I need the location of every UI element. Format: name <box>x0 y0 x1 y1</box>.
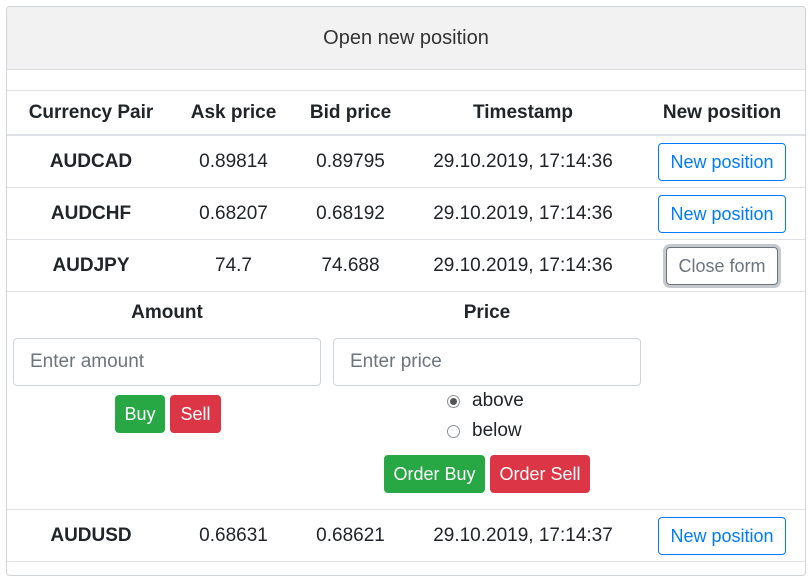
column-header-new-position: New position <box>662 101 782 123</box>
table-header-row: Currency Pair Ask price Bid price Timest… <box>7 91 805 136</box>
column-header-timestamp: Timestamp <box>473 101 573 123</box>
card-header: Open new position <box>7 7 805 70</box>
amount-label: Amount <box>131 302 203 323</box>
action-cell: New position <box>637 188 805 239</box>
close-form-button[interactable]: Close form <box>666 246 778 285</box>
new-position-button[interactable]: New position <box>658 142 786 181</box>
ask-price: 0.89814 <box>199 150 268 172</box>
column-header-ask-price: Ask price <box>190 101 277 123</box>
order-buy-button[interactable]: Order Buy <box>384 455 485 493</box>
currency-pair: AUDCAD <box>49 150 133 172</box>
ask-price: 0.68631 <box>199 524 268 546</box>
bid-price: 0.68621 <box>316 524 385 546</box>
new-position-form: Amount Price Enter amount Enter price Bu… <box>7 292 805 510</box>
buy-button[interactable]: Buy <box>115 395 165 433</box>
radio-above-button[interactable] <box>447 394 460 408</box>
radio-above-option[interactable]: above <box>447 390 524 412</box>
price-input[interactable]: Enter price <box>333 338 641 386</box>
table-row: AUDJPY 74.7 74.688 29.10.2019, 17:14:36 … <box>7 240 805 292</box>
column-header-currency-pair: Currency Pair <box>28 101 154 123</box>
bid-price: 0.89795 <box>316 150 385 172</box>
table-spacer <box>7 70 805 91</box>
table-row: AUDCAD 0.89814 0.89795 29.10.2019, 17:14… <box>7 136 805 188</box>
price-label: Price <box>463 302 511 323</box>
sell-button[interactable]: Sell <box>170 395 221 433</box>
timestamp: 29.10.2019, 17:14:36 <box>433 202 613 224</box>
currency-pair: AUDCHF <box>50 202 132 224</box>
radio-below-button[interactable] <box>447 424 460 438</box>
currency-pair: AUDUSD <box>50 524 132 546</box>
ask-price: 74.7 <box>215 254 252 276</box>
price-placeholder: Enter price <box>350 351 442 372</box>
action-cell: New position <box>637 136 805 187</box>
new-position-button[interactable]: New position <box>658 516 786 555</box>
radio-above-label: above <box>472 390 524 411</box>
ask-price: 0.68207 <box>199 202 268 224</box>
action-cell: Close form <box>637 240 805 291</box>
amount-placeholder: Enter amount <box>30 351 145 372</box>
timestamp: 29.10.2019, 17:14:36 <box>433 254 613 276</box>
new-position-button[interactable]: New position <box>658 194 786 233</box>
radio-below-option[interactable]: below <box>447 420 522 442</box>
table-row: AUDUSD 0.68631 0.68621 29.10.2019, 17:14… <box>7 510 805 562</box>
order-sell-button[interactable]: Order Sell <box>490 455 590 493</box>
timestamp: 29.10.2019, 17:14:36 <box>433 150 613 172</box>
column-header-bid-price: Bid price <box>309 101 392 123</box>
action-cell: New position <box>637 510 805 561</box>
timestamp: 29.10.2019, 17:14:37 <box>433 524 613 546</box>
card-title: Open new position <box>323 26 489 49</box>
currency-pair: AUDJPY <box>52 254 130 276</box>
open-position-card: Open new position Currency Pair Ask pric… <box>6 6 806 576</box>
bid-price: 74.688 <box>321 254 380 276</box>
amount-input[interactable]: Enter amount <box>13 338 321 386</box>
table-row: AUDCHF 0.68207 0.68192 29.10.2019, 17:14… <box>7 188 805 240</box>
bid-price: 0.68192 <box>316 202 385 224</box>
radio-below-label: below <box>472 420 522 441</box>
